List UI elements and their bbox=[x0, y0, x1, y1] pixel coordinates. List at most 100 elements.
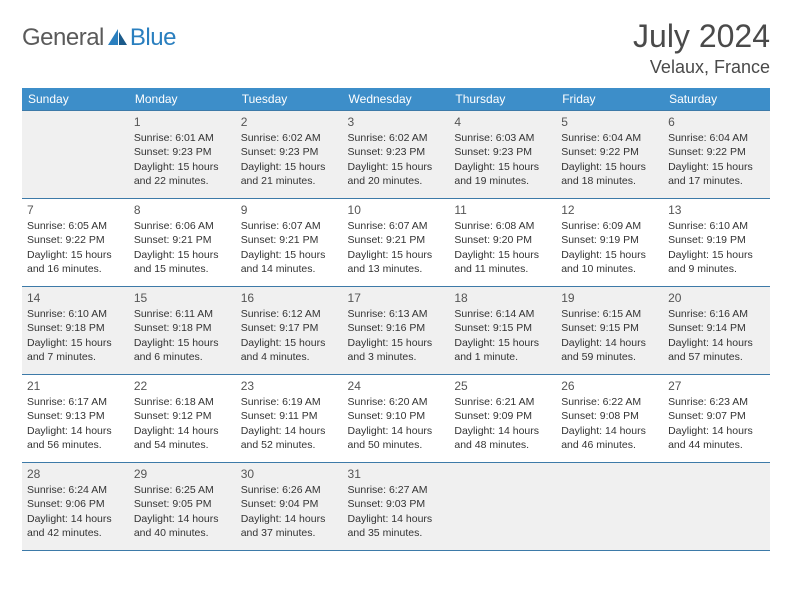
sunset-line: Sunset: 9:14 PM bbox=[668, 321, 765, 335]
sunset-line: Sunset: 9:23 PM bbox=[454, 145, 551, 159]
daylight-line-2: and 48 minutes. bbox=[454, 438, 551, 452]
sunset-line: Sunset: 9:18 PM bbox=[134, 321, 231, 335]
sunset-line: Sunset: 9:23 PM bbox=[348, 145, 445, 159]
day-number: 3 bbox=[348, 114, 445, 130]
daylight-line-1: Daylight: 15 hours bbox=[241, 248, 338, 262]
calendar-week: 1Sunrise: 6:01 AMSunset: 9:23 PMDaylight… bbox=[22, 111, 770, 199]
daylight-line-1: Daylight: 14 hours bbox=[241, 512, 338, 526]
calendar-cell: 3Sunrise: 6:02 AMSunset: 9:23 PMDaylight… bbox=[343, 111, 450, 199]
sunset-line: Sunset: 9:10 PM bbox=[348, 409, 445, 423]
daylight-line-1: Daylight: 15 hours bbox=[134, 248, 231, 262]
day-header: Sunday bbox=[22, 88, 129, 111]
sunrise-line: Sunrise: 6:21 AM bbox=[454, 395, 551, 409]
sunset-line: Sunset: 9:06 PM bbox=[27, 497, 124, 511]
calendar-cell bbox=[22, 111, 129, 199]
day-number: 5 bbox=[561, 114, 658, 130]
daylight-line-2: and 56 minutes. bbox=[27, 438, 124, 452]
daylight-line-1: Daylight: 14 hours bbox=[27, 512, 124, 526]
calendar-cell: 11Sunrise: 6:08 AMSunset: 9:20 PMDayligh… bbox=[449, 199, 556, 287]
sunset-line: Sunset: 9:12 PM bbox=[134, 409, 231, 423]
calendar-week: 7Sunrise: 6:05 AMSunset: 9:22 PMDaylight… bbox=[22, 199, 770, 287]
daylight-line-2: and 11 minutes. bbox=[454, 262, 551, 276]
sunrise-line: Sunrise: 6:15 AM bbox=[561, 307, 658, 321]
sunset-line: Sunset: 9:11 PM bbox=[241, 409, 338, 423]
calendar-cell bbox=[449, 463, 556, 551]
calendar-table: SundayMondayTuesdayWednesdayThursdayFrid… bbox=[22, 88, 770, 551]
sunset-line: Sunset: 9:05 PM bbox=[134, 497, 231, 511]
calendar-cell bbox=[663, 463, 770, 551]
calendar-cell: 17Sunrise: 6:13 AMSunset: 9:16 PMDayligh… bbox=[343, 287, 450, 375]
daylight-line-1: Daylight: 15 hours bbox=[134, 336, 231, 350]
daylight-line-1: Daylight: 14 hours bbox=[27, 424, 124, 438]
daylight-line-2: and 3 minutes. bbox=[348, 350, 445, 364]
sunset-line: Sunset: 9:15 PM bbox=[561, 321, 658, 335]
daylight-line-2: and 44 minutes. bbox=[668, 438, 765, 452]
daylight-line-2: and 14 minutes. bbox=[241, 262, 338, 276]
daylight-line-2: and 50 minutes. bbox=[348, 438, 445, 452]
daylight-line-1: Daylight: 14 hours bbox=[348, 424, 445, 438]
calendar-cell: 29Sunrise: 6:25 AMSunset: 9:05 PMDayligh… bbox=[129, 463, 236, 551]
calendar-cell: 31Sunrise: 6:27 AMSunset: 9:03 PMDayligh… bbox=[343, 463, 450, 551]
day-header: Wednesday bbox=[343, 88, 450, 111]
day-number: 13 bbox=[668, 202, 765, 218]
sunset-line: Sunset: 9:09 PM bbox=[454, 409, 551, 423]
daylight-line-2: and 37 minutes. bbox=[241, 526, 338, 540]
sunrise-line: Sunrise: 6:04 AM bbox=[668, 131, 765, 145]
day-header: Saturday bbox=[663, 88, 770, 111]
day-number: 22 bbox=[134, 378, 231, 394]
day-number: 20 bbox=[668, 290, 765, 306]
sunrise-line: Sunrise: 6:19 AM bbox=[241, 395, 338, 409]
sunset-line: Sunset: 9:23 PM bbox=[241, 145, 338, 159]
sunrise-line: Sunrise: 6:03 AM bbox=[454, 131, 551, 145]
daylight-line-1: Daylight: 14 hours bbox=[454, 424, 551, 438]
calendar-cell: 26Sunrise: 6:22 AMSunset: 9:08 PMDayligh… bbox=[556, 375, 663, 463]
calendar-cell: 19Sunrise: 6:15 AMSunset: 9:15 PMDayligh… bbox=[556, 287, 663, 375]
calendar-cell: 7Sunrise: 6:05 AMSunset: 9:22 PMDaylight… bbox=[22, 199, 129, 287]
sunrise-line: Sunrise: 6:24 AM bbox=[27, 483, 124, 497]
daylight-line-1: Daylight: 14 hours bbox=[668, 424, 765, 438]
daylight-line-2: and 13 minutes. bbox=[348, 262, 445, 276]
calendar-cell: 20Sunrise: 6:16 AMSunset: 9:14 PMDayligh… bbox=[663, 287, 770, 375]
daylight-line-2: and 42 minutes. bbox=[27, 526, 124, 540]
daylight-line-2: and 17 minutes. bbox=[668, 174, 765, 188]
sunrise-line: Sunrise: 6:27 AM bbox=[348, 483, 445, 497]
daylight-line-2: and 19 minutes. bbox=[454, 174, 551, 188]
sunrise-line: Sunrise: 6:07 AM bbox=[348, 219, 445, 233]
sunset-line: Sunset: 9:20 PM bbox=[454, 233, 551, 247]
daylight-line-2: and 16 minutes. bbox=[27, 262, 124, 276]
calendar-week: 28Sunrise: 6:24 AMSunset: 9:06 PMDayligh… bbox=[22, 463, 770, 551]
sunset-line: Sunset: 9:04 PM bbox=[241, 497, 338, 511]
logo-text-general: General bbox=[22, 24, 104, 52]
sunrise-line: Sunrise: 6:22 AM bbox=[561, 395, 658, 409]
month-title: July 2024 bbox=[633, 18, 770, 55]
daylight-line-1: Daylight: 14 hours bbox=[561, 336, 658, 350]
day-number: 11 bbox=[454, 202, 551, 218]
sunrise-line: Sunrise: 6:06 AM bbox=[134, 219, 231, 233]
day-number: 7 bbox=[27, 202, 124, 218]
day-number: 31 bbox=[348, 466, 445, 482]
daylight-line-2: and 4 minutes. bbox=[241, 350, 338, 364]
daylight-line-1: Daylight: 15 hours bbox=[27, 248, 124, 262]
day-number: 6 bbox=[668, 114, 765, 130]
sunrise-line: Sunrise: 6:17 AM bbox=[27, 395, 124, 409]
sunrise-line: Sunrise: 6:04 AM bbox=[561, 131, 658, 145]
daylight-line-1: Daylight: 15 hours bbox=[241, 336, 338, 350]
day-header: Tuesday bbox=[236, 88, 343, 111]
title-block: July 2024 Velaux, France bbox=[633, 18, 770, 78]
daylight-line-2: and 21 minutes. bbox=[241, 174, 338, 188]
daylight-line-1: Daylight: 14 hours bbox=[668, 336, 765, 350]
daylight-line-1: Daylight: 14 hours bbox=[134, 424, 231, 438]
calendar-week: 21Sunrise: 6:17 AMSunset: 9:13 PMDayligh… bbox=[22, 375, 770, 463]
day-number: 10 bbox=[348, 202, 445, 218]
calendar-cell: 16Sunrise: 6:12 AMSunset: 9:17 PMDayligh… bbox=[236, 287, 343, 375]
sunset-line: Sunset: 9:08 PM bbox=[561, 409, 658, 423]
calendar-cell: 25Sunrise: 6:21 AMSunset: 9:09 PMDayligh… bbox=[449, 375, 556, 463]
calendar-cell: 13Sunrise: 6:10 AMSunset: 9:19 PMDayligh… bbox=[663, 199, 770, 287]
daylight-line-2: and 52 minutes. bbox=[241, 438, 338, 452]
calendar-cell: 9Sunrise: 6:07 AMSunset: 9:21 PMDaylight… bbox=[236, 199, 343, 287]
sunrise-line: Sunrise: 6:14 AM bbox=[454, 307, 551, 321]
daylight-line-1: Daylight: 14 hours bbox=[134, 512, 231, 526]
daylight-line-2: and 1 minute. bbox=[454, 350, 551, 364]
calendar-cell bbox=[556, 463, 663, 551]
day-number: 12 bbox=[561, 202, 658, 218]
